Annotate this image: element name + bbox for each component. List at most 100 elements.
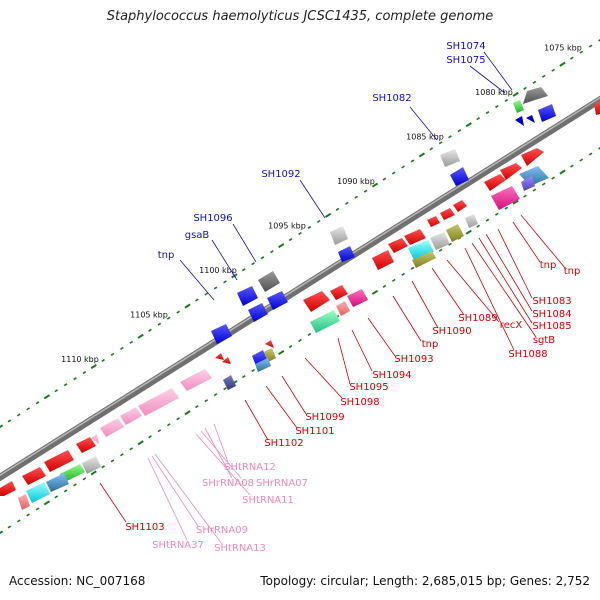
gene-label: SH1092 <box>261 169 300 180</box>
gene-arrow <box>265 340 274 348</box>
gene-arrow <box>446 224 464 242</box>
scale-tick <box>195 405 199 409</box>
scale-tick <box>429 147 434 151</box>
scale-tick <box>82 371 87 375</box>
scale-tick <box>176 417 180 421</box>
rrna-arrow <box>138 388 179 416</box>
scale-tick <box>457 129 462 133</box>
gene-label: tnp <box>422 339 439 350</box>
gene-arrow <box>404 229 426 245</box>
gene-arrow <box>330 226 348 245</box>
scale-tick <box>570 164 574 168</box>
gene-arrow <box>465 214 478 228</box>
scale-tick <box>512 199 519 205</box>
scale-tick <box>110 459 115 463</box>
scale-tick <box>438 248 443 252</box>
scale-tick <box>54 495 59 499</box>
gene-arrow <box>248 303 268 322</box>
map-title: Staphylococcus haemolyticus JCSC1435, co… <box>106 9 494 24</box>
gene-label: SH1095 <box>349 382 388 393</box>
inner-strand-features <box>0 101 600 510</box>
scale-tick <box>63 489 68 493</box>
scale-tick <box>101 358 105 363</box>
scale-tick <box>382 284 387 288</box>
rrna-arrow <box>91 434 99 444</box>
scale-tick <box>120 346 124 350</box>
scale-tick <box>166 423 171 427</box>
scale-tick <box>278 243 285 249</box>
scale-tick <box>512 91 519 97</box>
scale-tick <box>110 352 115 357</box>
scale-tick <box>298 338 302 343</box>
scale-tick <box>176 310 180 314</box>
gene-arrow <box>330 285 348 300</box>
scale-tick <box>157 322 162 326</box>
scale-tick <box>551 176 555 180</box>
gene-arrow <box>372 250 394 270</box>
gene-arrow <box>526 115 535 123</box>
gene-arrow <box>258 271 280 292</box>
scale-tick <box>101 465 105 469</box>
inner-gene-labels: tnptnpSH1083SH1084SH1085sgtBSH1088recXSH… <box>125 260 580 554</box>
gene-label: tnp <box>158 250 175 261</box>
scale-tick <box>532 188 537 192</box>
gene-label: recX <box>500 320 523 331</box>
kbp-label: 1075 kbp <box>544 43 582 52</box>
scale-tick <box>120 453 124 457</box>
gene-arrow <box>500 163 522 180</box>
gene-arrow <box>237 286 258 306</box>
scale-tick <box>541 182 546 186</box>
gene-arrow <box>594 101 600 115</box>
scale-tick <box>270 250 274 254</box>
kbp-label: 1080 kbp <box>475 88 513 97</box>
scale-tick <box>465 122 472 128</box>
gene-label: SH1103 <box>125 522 164 533</box>
leader-lines <box>99 51 566 545</box>
scale-tick <box>288 344 293 349</box>
gene-arrow <box>211 324 232 344</box>
scale-tick <box>541 74 546 78</box>
gene-arrow <box>336 301 350 316</box>
scale-tick <box>307 332 312 337</box>
scale-tick <box>559 61 566 67</box>
gene-arrow <box>310 310 340 333</box>
scale-tick <box>465 229 472 235</box>
scale-tick <box>410 266 415 270</box>
gene-arrow <box>515 116 524 126</box>
scale-tick <box>523 194 527 198</box>
scale-tick <box>63 383 68 387</box>
scale-tick <box>307 225 312 230</box>
scale-tick <box>157 429 162 433</box>
gene-arrow <box>453 200 467 212</box>
gene-label: SHrRNA07 <box>256 478 308 489</box>
scale-tick <box>570 56 574 60</box>
gene-label: SH1093 <box>394 354 433 365</box>
gene-label: SH1090 <box>432 326 471 337</box>
scale-tick <box>495 104 499 109</box>
scale-tick <box>438 141 443 145</box>
kbp-label: 1110 kbp <box>61 355 99 364</box>
gene-arrow <box>46 473 69 492</box>
rrna-arrow <box>180 369 212 391</box>
gene-arrow <box>338 246 355 262</box>
gene-label: SHtRNA37 <box>152 540 204 551</box>
kbp-label: 1095 kbp <box>268 221 306 230</box>
scale-tick <box>316 219 321 223</box>
scale-tick <box>354 195 359 199</box>
scale-tick <box>298 231 302 236</box>
scale-tick <box>35 401 40 405</box>
scale-tick <box>598 39 600 42</box>
gene-label: SH1098 <box>340 397 379 408</box>
gene-arrow <box>430 232 450 250</box>
scale-tick <box>371 182 379 188</box>
gene-label: SH1084 <box>532 309 571 320</box>
genome-summary-text: Topology: circular; Length: 2,685,015 bp… <box>260 574 590 588</box>
scale-tick <box>598 147 600 150</box>
gene-label: SH1085 <box>532 321 571 332</box>
scale-tick <box>588 44 593 48</box>
scale-tick <box>588 152 593 156</box>
scale-tick <box>401 272 405 276</box>
gene-label: gsaB <box>185 230 210 241</box>
scale-tick <box>579 158 584 162</box>
scale-tick <box>335 207 340 211</box>
